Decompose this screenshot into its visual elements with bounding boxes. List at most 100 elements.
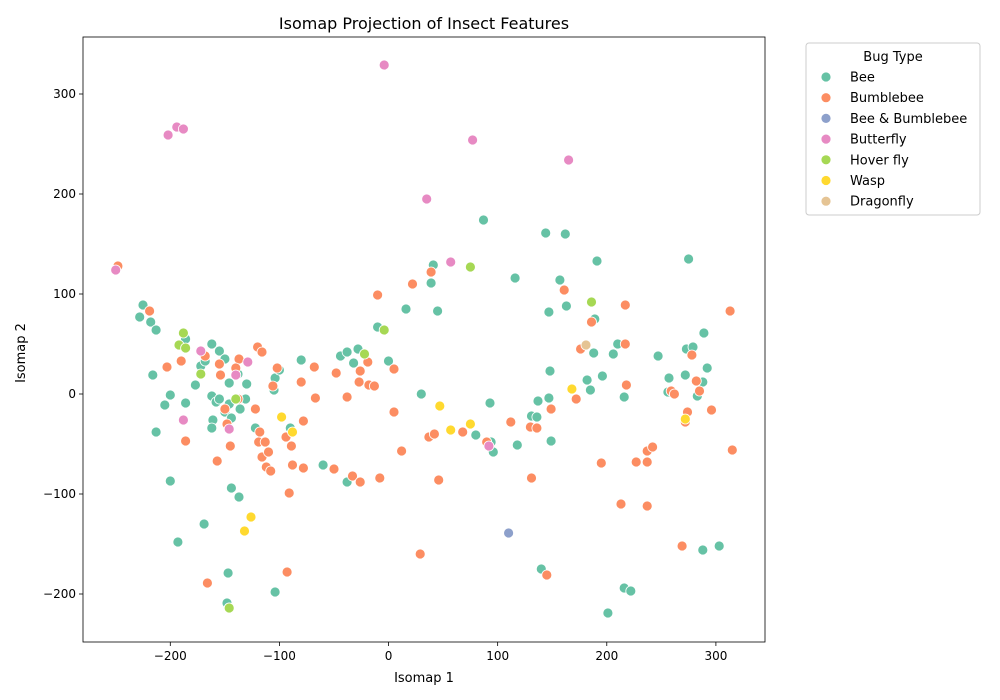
- point-bee-56: [432, 305, 444, 317]
- point-bee-83: [607, 348, 619, 360]
- x-axis: −200 −100 0 100 200 300: [154, 642, 727, 663]
- point-bumblebee-32: [287, 459, 298, 471]
- point-butterfly-0: [110, 264, 122, 276]
- x-tick-label: 100: [486, 649, 509, 663]
- point-hover-fly-7: [378, 324, 390, 336]
- point-bumblebee-66: [545, 403, 557, 415]
- y-tick-label: 200: [53, 187, 76, 201]
- y-axis: −200 −100 0 100 200 300: [43, 87, 83, 601]
- point-bumblebee-52: [396, 445, 408, 457]
- point-bumblebee-87: [690, 375, 702, 387]
- point-bee-22: [206, 422, 218, 434]
- point-hover-fly-0: [177, 327, 189, 339]
- point-bumblebee-2: [161, 361, 173, 373]
- point-bumblebee-51: [388, 406, 400, 418]
- point-wasp-1: [287, 426, 298, 438]
- point-bee-8: [164, 475, 176, 487]
- point-bee-78: [588, 347, 600, 359]
- point-bumblebee-86: [686, 349, 698, 361]
- point-bee-5: [159, 399, 171, 411]
- point-bee-4: [147, 369, 159, 381]
- point-bumblebee-50: [388, 363, 400, 375]
- x-tick-label: 0: [385, 649, 393, 663]
- point-bee-100: [713, 540, 725, 552]
- point-bumblebee-56: [425, 266, 437, 278]
- point-bumblebee-54: [414, 548, 426, 560]
- point-hover-fly-6: [359, 348, 370, 360]
- point-dragonfly-0: [580, 339, 592, 351]
- point-bee-54: [425, 277, 437, 289]
- x-tick-label: −100: [263, 649, 296, 663]
- point-butterfly-6: [223, 423, 235, 435]
- point-bumblebee-7: [215, 369, 226, 381]
- point-bee-77: [585, 384, 596, 396]
- point-bumblebee-75: [621, 379, 632, 391]
- legend-label-bee: Bee: [850, 71, 875, 86]
- point-wasp-0: [276, 411, 288, 423]
- point-butterfly-3: [177, 123, 189, 135]
- point-butterfly-7: [230, 369, 242, 381]
- point-bee-82: [602, 607, 614, 619]
- point-bumblebee-10: [224, 440, 236, 452]
- point-butterfly-11: [445, 256, 457, 268]
- point-bee-74: [559, 228, 571, 240]
- point-bee-76: [581, 374, 593, 386]
- point-bumblebee-47: [368, 380, 380, 392]
- y-axis-label: Isomap 2: [14, 323, 29, 383]
- legend-label-hover-fly: Hover fly: [850, 153, 909, 168]
- point-bumblebee-90: [724, 305, 736, 317]
- legend-marker-wasp: [820, 175, 832, 186]
- legend: Bug Type Bee Bumblebee Bee & Bumblebee Butt…: [805, 42, 981, 216]
- point-bee-14: [189, 379, 201, 391]
- point-bumblebee-58: [433, 474, 445, 486]
- x-axis-label: Isomap 1: [394, 671, 454, 686]
- point-bee-70: [544, 365, 556, 377]
- point-bumblebee-91: [726, 444, 738, 456]
- point-bee-20: [213, 393, 225, 405]
- point-bee-43: [295, 354, 307, 366]
- point-bumblebee-35: [297, 462, 309, 474]
- y-tick-label: 300: [53, 87, 76, 101]
- point-bumblebee-24: [263, 446, 274, 458]
- point-bee-69: [543, 306, 555, 318]
- point-bee-85: [618, 391, 630, 403]
- point-bee-bumblebee-0: [503, 527, 515, 539]
- point-wasp-7: [566, 383, 578, 395]
- point-hover-fly-8: [464, 261, 476, 273]
- point-bee-65: [532, 395, 544, 407]
- point-bumblebee-31: [285, 440, 297, 452]
- point-bee-62: [509, 272, 521, 284]
- point-bumblebee-3: [175, 355, 187, 367]
- legend-label-butterfly: Butterfly: [850, 133, 907, 148]
- point-butterfly-14: [483, 440, 495, 452]
- point-bumblebee-16: [249, 403, 261, 415]
- point-bee-2: [145, 316, 157, 328]
- point-hover-fly-3: [195, 368, 207, 380]
- point-bee-99: [697, 544, 709, 556]
- point-wasp-6: [464, 418, 476, 430]
- point-bee-53: [415, 388, 427, 400]
- point-bee-36: [198, 518, 210, 530]
- point-hover-fly-9: [586, 296, 597, 308]
- point-bee-97: [698, 327, 710, 339]
- point-bumblebee-83: [676, 540, 688, 552]
- point-bee-47: [348, 357, 360, 369]
- point-bumblebee-26: [267, 380, 279, 392]
- point-bumblebee-19: [254, 426, 266, 438]
- point-bumblebee-63: [526, 472, 537, 484]
- point-bumblebee-88: [694, 385, 705, 397]
- point-bee-41: [269, 586, 281, 598]
- point-bumblebee-29: [283, 487, 295, 499]
- point-bumblebee-37: [308, 361, 320, 373]
- point-bumblebee-27: [271, 362, 283, 374]
- point-wasp-3: [239, 525, 250, 537]
- point-bumblebee-76: [630, 456, 642, 468]
- point-bumblebee-34: [297, 415, 309, 427]
- point-bee-68: [540, 227, 552, 239]
- point-bee-81: [597, 370, 608, 382]
- point-bee-46: [341, 346, 353, 358]
- point-bumblebee-73: [619, 299, 631, 311]
- point-bumblebee-77: [641, 456, 653, 468]
- point-bumblebee-57: [428, 428, 440, 440]
